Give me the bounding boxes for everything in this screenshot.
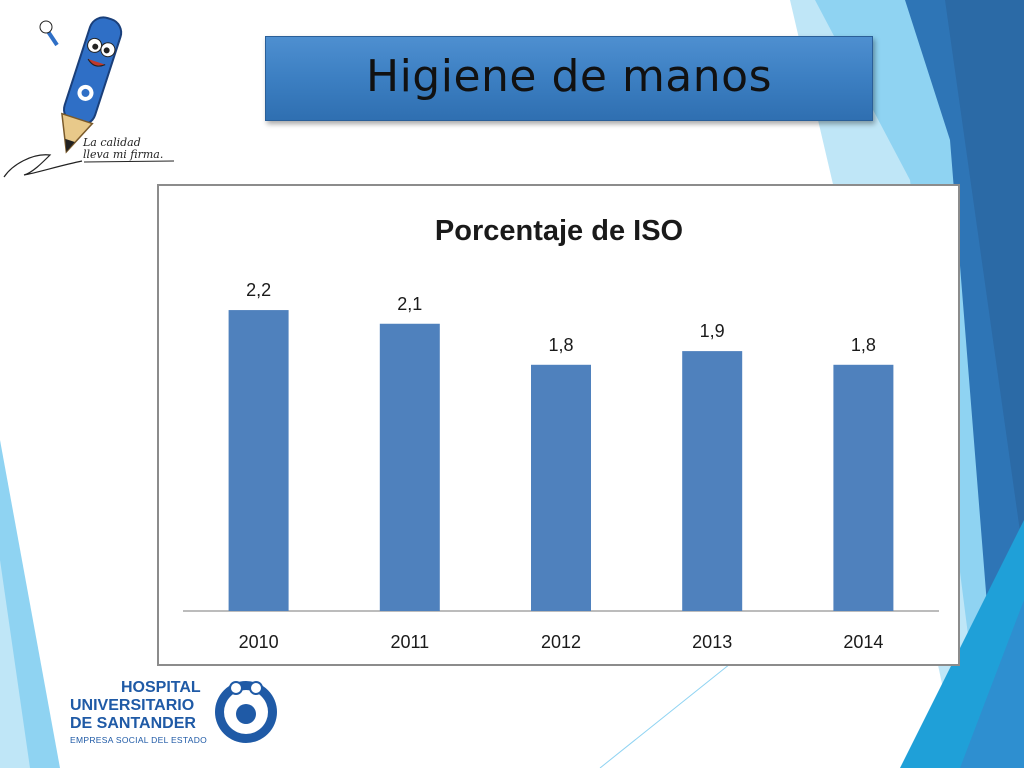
bar-chart: Porcentaje de ISO 2,2 2010 2,1 2011 1,8 2012 1… [183,215,939,652]
hospital-name-line-3: DE SANTANDER [70,715,196,732]
bar-2013 [682,351,743,611]
data-label-2013: 1,9 [700,321,725,341]
pencil-mascot-logo [3,16,175,178]
bar-2010 [228,310,289,611]
hospital-name-line-1: HOSPITAL [121,679,201,696]
data-label-2011: 2,1 [397,294,422,314]
slogan-text: La calidad lleva mi firma. [83,137,183,161]
x-tick-label-2010: 2010 [239,632,279,652]
x-tick-label-2012: 2012 [541,632,581,652]
slide-title-box: Higiene de manos [265,36,873,121]
hospital-name-line-2: UNIVERSITARIO [70,697,195,714]
bar-2011 [379,323,440,611]
chart-title: Porcentaje de ISO [435,215,683,247]
data-label-2010: 2,2 [246,280,271,300]
hospital-name-line-4: EMPRESA SOCIAL DEL ESTADO [70,735,208,745]
slogan-line-1: La calidad [83,136,141,149]
data-label-2014: 1,8 [851,335,876,355]
x-tick-label-2011: 2011 [390,632,429,652]
slogan-line-2: lleva mi firma. [83,148,164,161]
slide-title: Higiene de manos [365,51,773,102]
hospital-logo [215,681,277,743]
x-tick-label-2014: 2014 [843,632,883,652]
chart-frame: Porcentaje de ISO 2,2 2010 2,1 2011 1,8 2012 1… [157,184,960,666]
x-tick-label-2013: 2013 [692,632,732,652]
bar-2012 [531,364,591,611]
bar-2014 [833,364,894,611]
data-label-2012: 1,8 [548,335,573,355]
